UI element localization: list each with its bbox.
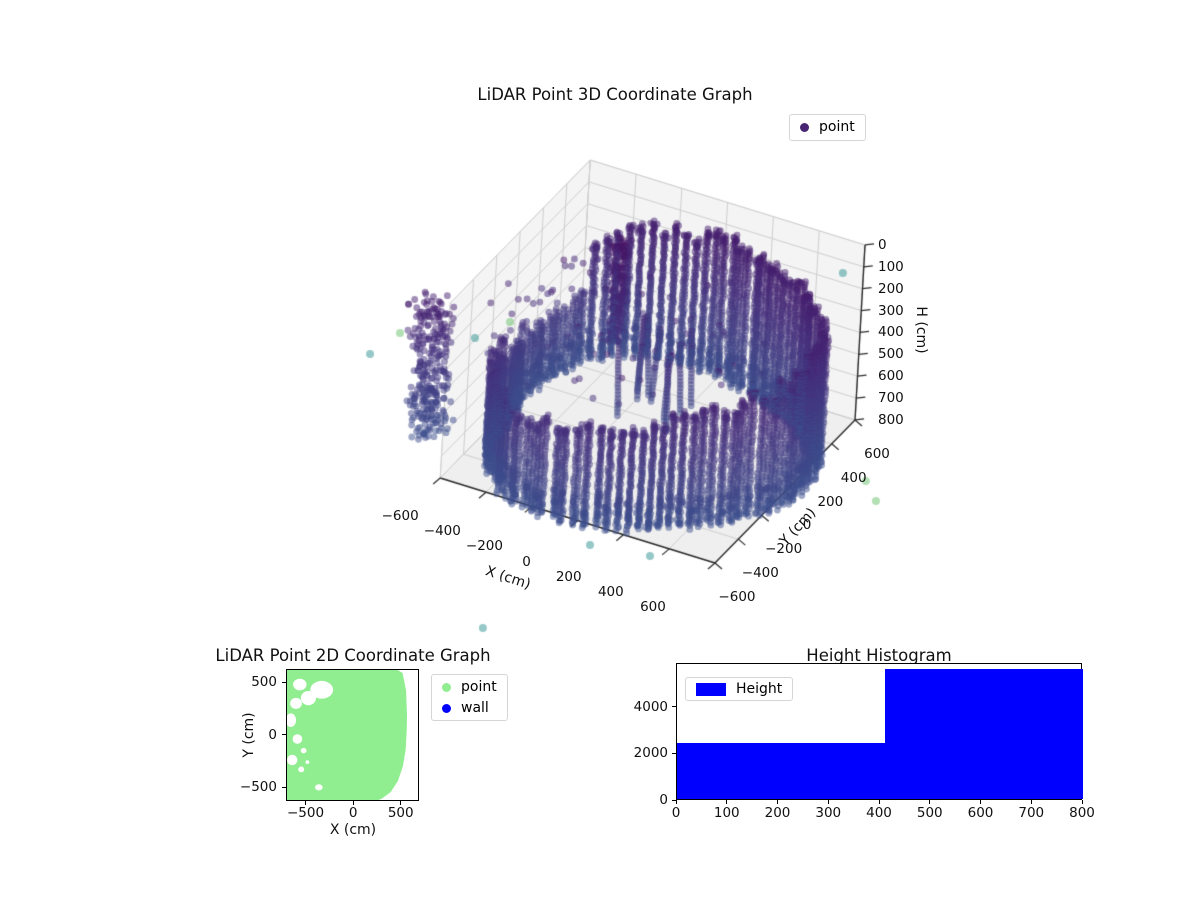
x-tick-label-3d: 400 [597,583,624,600]
unscanned-hole [293,678,307,691]
axis-label-y-2d: Y (cm) [241,712,257,758]
y-tick-2d [282,734,286,736]
histogram-plot [676,663,1083,800]
title-histogram: Height Histogram [806,646,952,665]
legend-3d: point [789,114,866,141]
x-tick-hist [1081,800,1083,804]
h-tick-label-3d: 300 [878,302,904,319]
h-tick-label-3d: 100 [878,258,904,275]
x-tick-label-hist: 0 [671,805,681,821]
legend-wall-marker-2d [442,703,451,713]
unscanned-hole [315,784,323,791]
unscanned-hole [285,713,296,727]
legend-point-label-3d: point [819,119,855,135]
histogram-bar [885,668,1083,799]
legend-point-marker-3d [800,123,809,132]
x-tick-2d [352,801,354,805]
y-tick-label-2d: 0 [268,726,277,743]
legend-height-label: Height [736,680,783,697]
h-tick-label-3d: 200 [878,280,904,297]
y-tick-label-3d: −200 [765,541,803,558]
x-tick-label-3d: 200 [555,568,582,585]
y-tick-label-hist: 0 [659,792,668,808]
y-tick-hist [672,799,676,801]
y-tick-label-3d: −600 [718,589,756,605]
x-tick-hist [675,800,677,804]
x-tick-label-hist: 700 [1018,805,1045,821]
y-tick-label-3d: 400 [840,469,867,486]
unscanned-hole [292,734,303,744]
h-tick-label-3d: 0 [878,236,887,253]
x-tick-label-hist: 800 [1069,805,1095,821]
scatter2d-region-svg [285,669,419,801]
x-tick-label-2d: 500 [387,805,414,821]
histogram-bar [677,743,886,799]
y-tick-label-3d: 0 [802,517,812,534]
h-tick-label-3d: 800 [878,411,904,428]
legend-wall-label-2d: wall [461,699,489,716]
x-tick-label-hist: 500 [916,805,943,821]
unscanned-hole [290,697,302,709]
unscanned-hole [310,680,334,699]
y-tick-hist [672,706,676,708]
unscanned-hole [300,747,307,754]
x-tick-2d [400,801,402,805]
x-tick-label-3d: 0 [522,553,531,570]
x-tick-label-3d: −200 [465,538,503,555]
h-tick-label-3d: 600 [878,368,904,385]
axis-label-x-2d: X (cm) [329,822,377,838]
y-tick-label-3d: 200 [817,493,844,510]
plot-border-2d [286,669,419,801]
y-tick-label-3d: 600 [864,445,890,462]
y-tick-label-2d: 500 [251,674,277,691]
h-tick-label-3d: 400 [878,324,904,341]
legend-2d: point wall [431,674,508,721]
x-tick-label-hist: 400 [866,805,892,821]
y-tick-label-2d: −500 [239,779,277,796]
y-tick-2d [282,681,286,683]
x-tick-label-2d: 0 [348,805,358,821]
axis-label-h-3d: H (cm) [913,306,929,354]
x-tick-label-hist: 300 [815,805,842,821]
point-region [286,669,407,801]
y-tick-2d [282,786,286,788]
x-tick-hist [980,800,981,804]
title-2d: LiDAR Point 2D Coordinate Graph [215,646,491,665]
legend-point-marker-2d [442,682,451,692]
x-tick-hist [1030,800,1032,804]
unscanned-hole [305,760,310,764]
x-tick-hist [726,800,728,804]
unscanned-hole [298,766,305,773]
x-tick-hist [827,800,829,804]
legend-histogram: Height [685,677,794,701]
h-tick-label-3d: 500 [878,346,904,363]
x-tick-label-3d: −400 [423,523,461,540]
y-tick-label-hist: 2000 [633,745,668,762]
x-tick-label-3d: −600 [381,508,419,525]
x-tick-label-hist: 100 [713,805,740,821]
x-tick-label-hist: 200 [764,805,791,821]
unscanned-hole [287,754,298,766]
x-tick-hist [777,800,778,804]
x-tick-label-2d: −500 [286,805,325,821]
legend-height-patch [696,682,726,696]
y-tick-hist [672,752,676,754]
scatter2d-plot [285,669,419,801]
x-tick-label-3d: 600 [640,599,666,615]
x-tick-label-hist: 600 [967,805,994,821]
unscanned-hole [300,691,316,706]
x-tick-2d [305,801,307,805]
title-3d: LiDAR Point 3D Coordinate Graph [477,85,753,104]
y-tick-label-hist: 4000 [633,698,668,715]
legend-point-label-2d: point [461,678,497,695]
x-tick-hist [878,800,880,804]
h-tick-label-3d: 700 [878,390,904,407]
x-tick-hist [929,800,931,804]
y-tick-label-3d: −400 [741,565,779,582]
